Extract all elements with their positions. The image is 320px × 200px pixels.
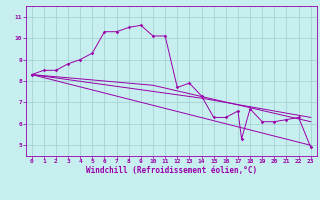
X-axis label: Windchill (Refroidissement éolien,°C): Windchill (Refroidissement éolien,°C) [86,166,257,175]
